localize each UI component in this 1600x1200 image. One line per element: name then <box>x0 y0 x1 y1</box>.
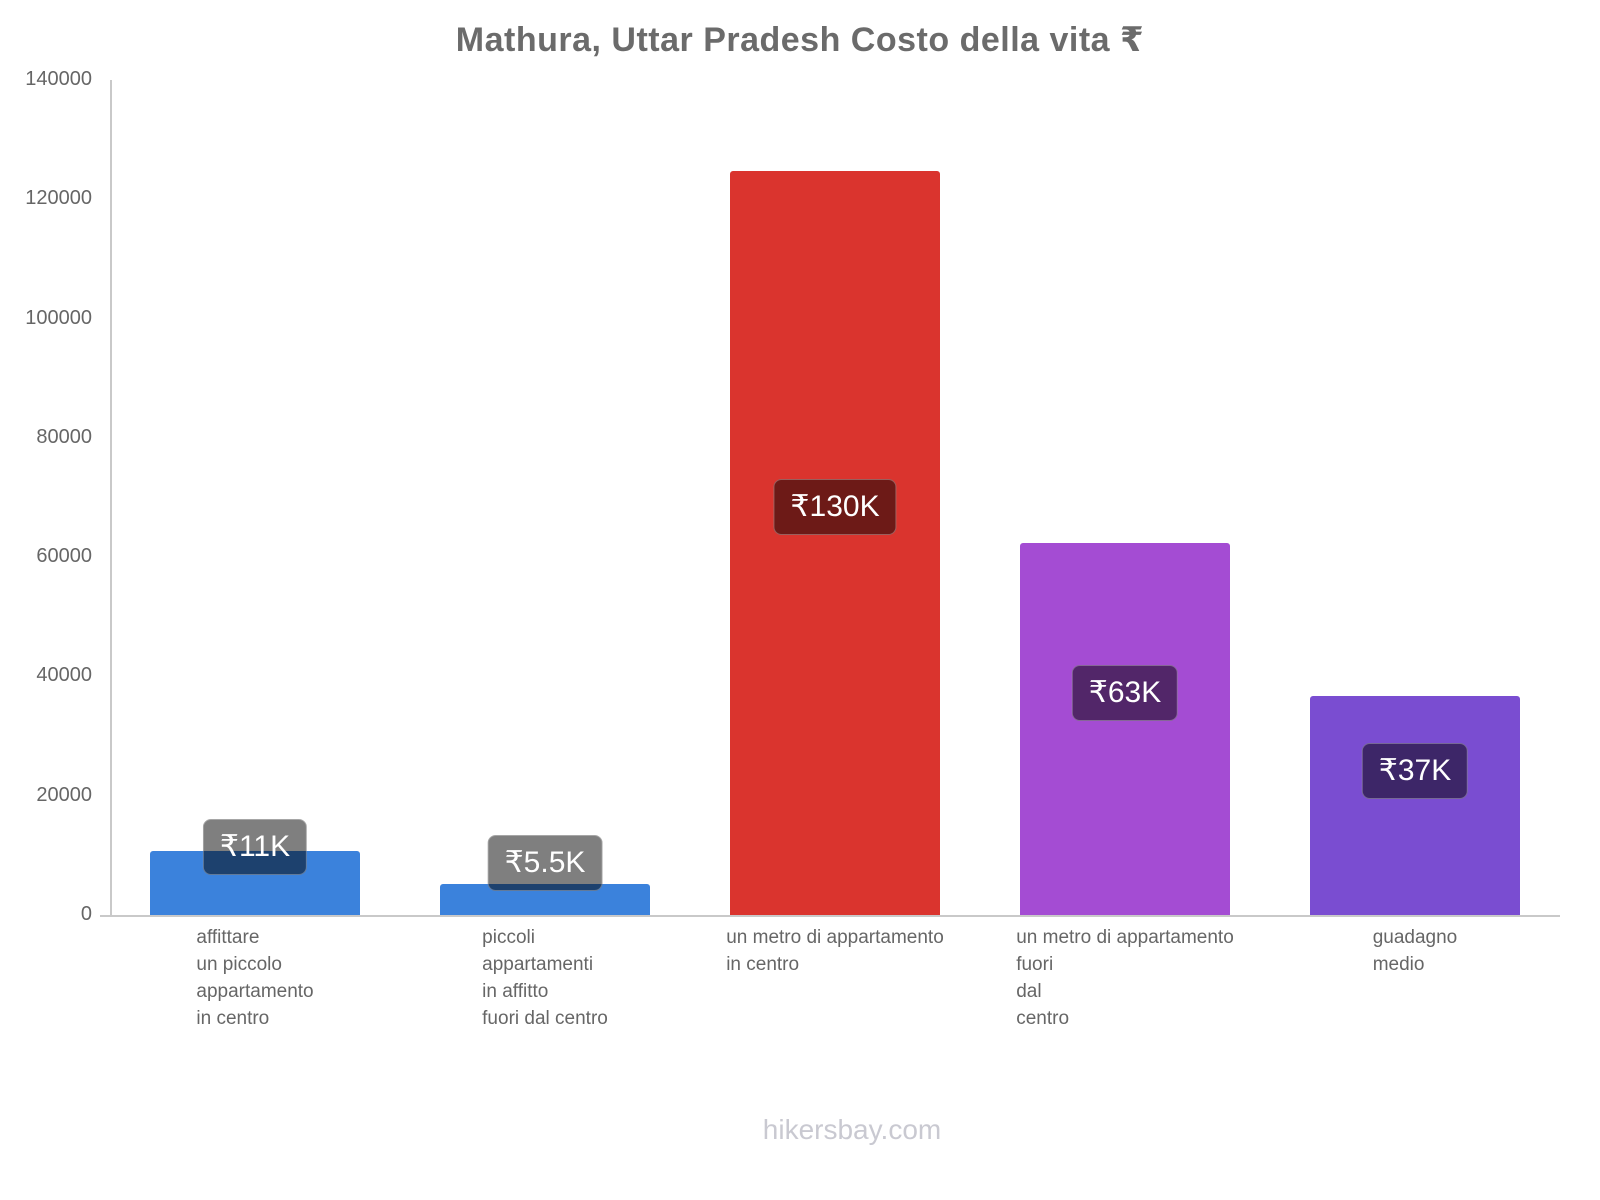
y-axis-tick-label: 120000 <box>25 187 92 210</box>
x-category-label-text: affittare un piccolo appartamento in centro <box>196 927 314 1029</box>
bar-value-badge-0: ₹11K <box>202 819 308 875</box>
bar-value-badge-2: ₹130K <box>773 479 897 535</box>
watermark-hikersbay: hikersbay.com <box>762 1114 942 1145</box>
y-axis-tick-label: 40000 <box>36 664 92 687</box>
y-axis-tick-label: 140000 <box>25 68 92 90</box>
bar-3[interactable] <box>1020 542 1230 915</box>
x-category-label-0: affittare un piccolo appartamento in centro <box>110 924 400 1032</box>
x-category-label-text: guadagno medio <box>1372 927 1458 975</box>
x-category-label-text: un metro di appartamento fuori dal centro <box>1016 927 1234 1029</box>
y-axis-tick-label: 20000 <box>36 783 92 806</box>
y-axis-tick-label: 60000 <box>36 545 92 568</box>
x-category-label-3: un metro di appartamento fuori dal centro <box>980 924 1270 1032</box>
x-category-label-2: un metro di appartamento in centro <box>690 924 980 978</box>
bar-value-badge-4: ₹37K <box>1361 743 1469 799</box>
y-axis-tick-label: 80000 <box>36 425 92 448</box>
bar-4[interactable] <box>1310 696 1520 915</box>
bar-value-badge-1: ₹5.5K <box>487 835 603 891</box>
bar-value-badge-3: ₹63K <box>1071 665 1179 721</box>
y-axis-line <box>110 80 112 915</box>
y-axis-tick-label: 100000 <box>25 306 92 329</box>
x-axis-line <box>100 915 1560 917</box>
y-axis-tick-label: 0 <box>80 903 92 925</box>
chart-title: Mathura, Uttar Pradesh Costo della vita … <box>455 21 1145 59</box>
x-category-label-text: un metro di appartamento in centro <box>726 927 944 975</box>
x-category-label-text: piccoli appartamenti in affitto fuori dal c… <box>482 927 608 1029</box>
bar-2[interactable] <box>730 170 940 915</box>
x-category-label-1: piccoli appartamenti in affitto fuori dal c… <box>400 924 690 1032</box>
x-category-label-4: guadagno medio <box>1270 924 1560 978</box>
